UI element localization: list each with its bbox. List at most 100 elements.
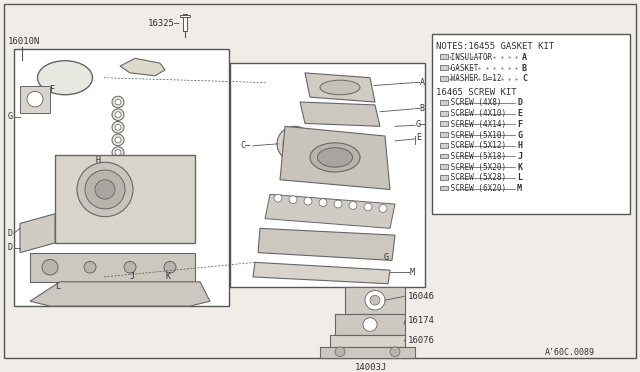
Text: SCREW (5X28): SCREW (5X28): [446, 173, 506, 182]
Text: 16046: 16046: [408, 292, 435, 301]
Text: J: J: [517, 152, 522, 161]
Circle shape: [77, 162, 133, 217]
Text: A'60C.0089: A'60C.0089: [545, 348, 595, 357]
Bar: [14, 49, 229, 306]
Circle shape: [164, 262, 176, 273]
Text: —M: —M: [405, 267, 415, 276]
Bar: [440, 65, 448, 70]
Text: SCREW (5X20): SCREW (5X20): [446, 163, 506, 171]
Circle shape: [364, 203, 372, 211]
Polygon shape: [253, 262, 390, 284]
Text: F: F: [50, 85, 55, 94]
Text: WASHER D=12: WASHER D=12: [446, 74, 502, 83]
Bar: [440, 164, 448, 169]
Bar: [440, 154, 448, 158]
Circle shape: [115, 99, 121, 105]
Circle shape: [115, 150, 121, 155]
Text: SCREW (5X12): SCREW (5X12): [446, 141, 506, 150]
Polygon shape: [30, 282, 210, 306]
Circle shape: [349, 202, 357, 209]
Text: J: J: [130, 272, 135, 282]
Text: H: H: [517, 141, 522, 150]
Text: A: A: [522, 53, 527, 62]
Bar: [440, 100, 448, 105]
Ellipse shape: [320, 80, 360, 95]
Text: E: E: [416, 134, 421, 142]
Text: SCREW (4X14): SCREW (4X14): [446, 120, 506, 129]
Text: E: E: [517, 109, 522, 118]
Text: G—: G—: [416, 120, 426, 129]
Text: G: G: [517, 131, 522, 140]
Text: D: D: [517, 99, 522, 108]
Text: SCREW (4X8): SCREW (4X8): [446, 99, 502, 108]
Circle shape: [27, 92, 43, 107]
Text: INSULATOR: INSULATOR: [446, 53, 492, 62]
Polygon shape: [300, 102, 380, 126]
Text: F: F: [517, 120, 522, 129]
Text: NOTES:16455 GASKET KIT: NOTES:16455 GASKET KIT: [436, 42, 554, 51]
Ellipse shape: [38, 61, 93, 95]
Bar: [440, 111, 448, 116]
Polygon shape: [265, 194, 395, 228]
Circle shape: [115, 124, 121, 130]
Bar: [335, 314, 405, 335]
Text: K: K: [165, 272, 170, 282]
Circle shape: [289, 196, 297, 203]
Circle shape: [363, 318, 377, 331]
Bar: [440, 76, 448, 81]
Text: 16325—: 16325—: [148, 19, 180, 28]
Text: GASKET: GASKET: [446, 64, 478, 73]
Circle shape: [365, 291, 385, 310]
Bar: [345, 287, 405, 314]
Bar: [440, 186, 448, 190]
Bar: [432, 34, 630, 214]
Text: SCREW (5X10): SCREW (5X10): [446, 131, 506, 140]
Circle shape: [85, 170, 125, 209]
Circle shape: [283, 132, 307, 155]
Bar: [440, 132, 448, 137]
Bar: [183, 14, 187, 31]
Circle shape: [95, 180, 115, 199]
Circle shape: [319, 199, 327, 206]
Text: 16174: 16174: [408, 316, 435, 325]
Bar: [440, 143, 448, 148]
Text: L: L: [55, 282, 60, 291]
Bar: [440, 54, 448, 59]
Polygon shape: [120, 58, 165, 76]
Text: SCREW (6X20): SCREW (6X20): [446, 184, 506, 193]
Text: SCREW (5X18): SCREW (5X18): [446, 152, 506, 161]
Text: 14003J: 14003J: [355, 363, 387, 372]
Circle shape: [304, 197, 312, 205]
Circle shape: [112, 109, 124, 121]
Circle shape: [370, 295, 380, 305]
Text: D: D: [8, 243, 13, 252]
Text: G: G: [8, 112, 13, 121]
Circle shape: [277, 126, 313, 161]
Polygon shape: [20, 214, 55, 253]
Ellipse shape: [317, 148, 353, 167]
Circle shape: [112, 147, 124, 158]
Circle shape: [115, 112, 121, 118]
Text: 16076: 16076: [408, 336, 435, 344]
Bar: [30, 253, 195, 282]
Text: H: H: [95, 156, 100, 165]
Circle shape: [290, 139, 300, 149]
Text: M: M: [517, 184, 522, 193]
Polygon shape: [320, 347, 415, 357]
Text: 16010N: 16010N: [8, 37, 40, 46]
Circle shape: [112, 122, 124, 133]
Text: B: B: [522, 64, 527, 73]
Polygon shape: [258, 228, 395, 260]
Text: C—: C—: [240, 141, 250, 150]
Text: G: G: [384, 253, 389, 262]
Text: 16465 SCREW KIT: 16465 SCREW KIT: [436, 89, 516, 97]
Polygon shape: [280, 126, 390, 189]
Text: —A: —A: [415, 78, 425, 87]
Text: L: L: [517, 173, 522, 182]
Text: D: D: [8, 229, 13, 238]
Circle shape: [334, 200, 342, 208]
Circle shape: [112, 134, 124, 146]
Circle shape: [274, 194, 282, 202]
Bar: [55, 155, 195, 243]
Circle shape: [112, 96, 124, 108]
